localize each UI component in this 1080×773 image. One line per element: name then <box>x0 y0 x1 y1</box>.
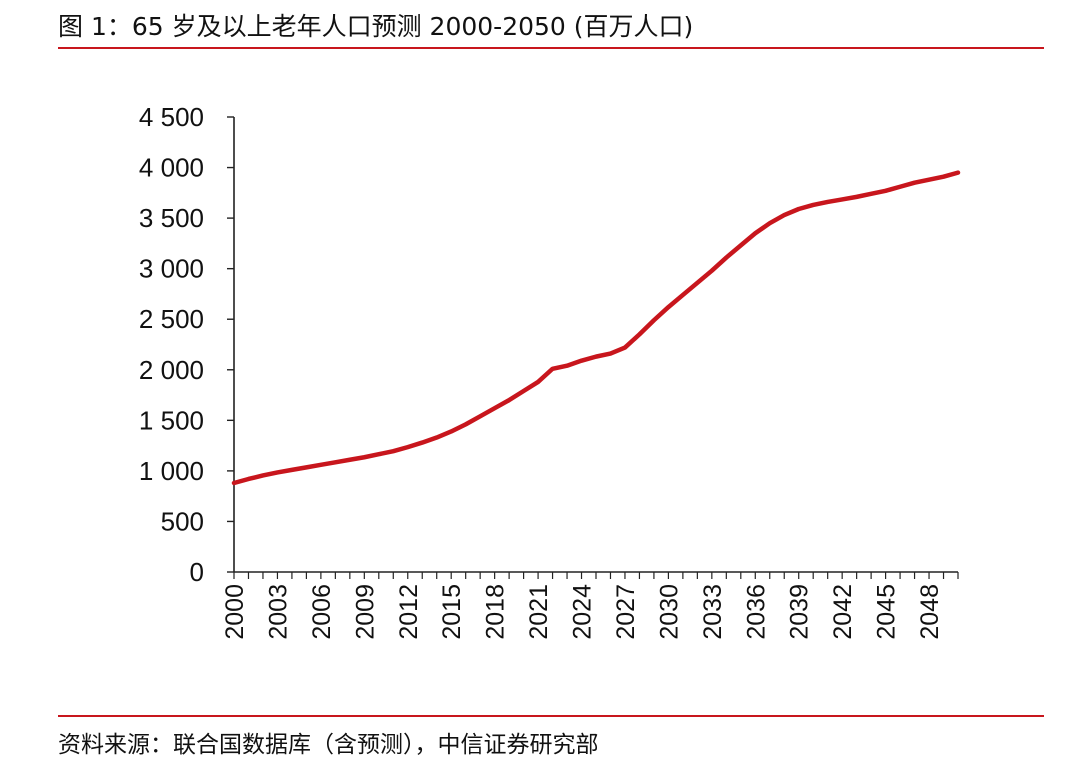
data-point <box>580 359 584 363</box>
x-tick-label: 2027 <box>612 584 640 640</box>
x-axis-ticks: 2000 2003 2006 2009 2012 2015 2018 2021 2024 2027… <box>221 572 959 640</box>
source-divider <box>58 715 1044 717</box>
data-point <box>275 470 279 474</box>
x-tick-label: 2009 <box>351 584 379 640</box>
data-point <box>753 231 757 235</box>
data-point <box>406 445 410 449</box>
y-tick-label: 500 <box>161 506 204 536</box>
data-point <box>261 473 265 477</box>
source-note: 资料来源：联合国数据库（含预测），中信证券研究部 <box>58 732 599 758</box>
data-point <box>435 436 439 440</box>
data-point <box>507 398 511 402</box>
x-tick-label: 2012 <box>395 584 423 640</box>
data-point <box>536 380 540 384</box>
data-point <box>522 389 526 393</box>
y-axis-ticks: 0 500 1 000 1 500 2 000 2 500 3 000 3 500 4 000 4… <box>139 102 234 587</box>
figure-title: 图 1：65 岁及以上老年人口预测 2000-2050 (百万人口) <box>58 12 694 41</box>
data-point <box>855 195 859 199</box>
data-point <box>246 477 250 481</box>
x-tick-label: 2015 <box>438 584 466 640</box>
y-tick-label: 2 500 <box>139 304 204 334</box>
title-divider <box>58 47 1044 49</box>
data-point <box>290 468 294 472</box>
x-tick-label: 2006 <box>308 584 336 640</box>
data-point <box>884 189 888 193</box>
data-point <box>768 221 772 225</box>
x-tick-label: 2033 <box>699 584 727 640</box>
y-tick-label: 3 000 <box>139 254 204 284</box>
y-tick-label: 4 000 <box>139 153 204 183</box>
data-point <box>449 429 453 433</box>
data-point <box>319 463 323 467</box>
data-point <box>304 465 308 469</box>
y-tick-label: 2 000 <box>139 355 204 385</box>
data-point <box>956 171 960 175</box>
data-point <box>623 346 627 350</box>
data-point <box>420 441 424 445</box>
data-point <box>594 355 598 359</box>
data-point <box>666 305 670 309</box>
y-tick-label: 1 500 <box>139 405 204 435</box>
data-point <box>681 293 685 297</box>
data-point <box>478 414 482 418</box>
data-point <box>333 460 337 464</box>
data-point <box>464 422 468 426</box>
data-point <box>608 352 612 356</box>
data-point <box>232 481 236 485</box>
data-point <box>493 406 497 410</box>
x-tick-label: 2042 <box>829 584 857 640</box>
data-point <box>927 178 931 182</box>
data-point <box>840 197 844 201</box>
data-point <box>739 243 743 247</box>
data-point <box>652 318 656 322</box>
data-point <box>637 332 641 336</box>
data-point <box>898 185 902 189</box>
series-group <box>231 170 961 486</box>
y-tick-label: 4 500 <box>139 102 204 132</box>
data-point <box>565 364 569 368</box>
x-tick-label: 2036 <box>742 584 770 640</box>
data-point <box>391 449 395 453</box>
data-point <box>826 200 830 204</box>
data-point <box>797 207 801 211</box>
data-point <box>348 458 352 462</box>
data-point <box>695 281 699 285</box>
series-line <box>231 170 961 486</box>
x-tick-label: 2018 <box>482 584 510 640</box>
data-point <box>710 269 714 273</box>
data-point <box>869 192 873 196</box>
y-tick-label: 0 <box>190 557 204 587</box>
x-tick-label: 2030 <box>655 584 683 640</box>
y-tick-label: 1 000 <box>139 456 204 486</box>
x-tick-label: 2000 <box>221 584 249 640</box>
data-point <box>942 175 946 179</box>
x-tick-label: 2048 <box>916 584 944 640</box>
data-point <box>811 203 815 207</box>
x-tick-label: 2045 <box>873 584 901 640</box>
y-tick-label: 3 500 <box>139 203 204 233</box>
data-point <box>782 213 786 217</box>
data-point <box>377 452 381 456</box>
data-point <box>724 256 728 260</box>
data-point <box>551 367 555 371</box>
x-tick-label: 2003 <box>264 584 292 640</box>
x-tick-label: 2024 <box>569 584 597 640</box>
data-point <box>913 181 917 185</box>
x-tick-label: 2039 <box>786 584 814 640</box>
data-point <box>362 455 366 459</box>
x-tick-label: 2021 <box>525 584 553 640</box>
